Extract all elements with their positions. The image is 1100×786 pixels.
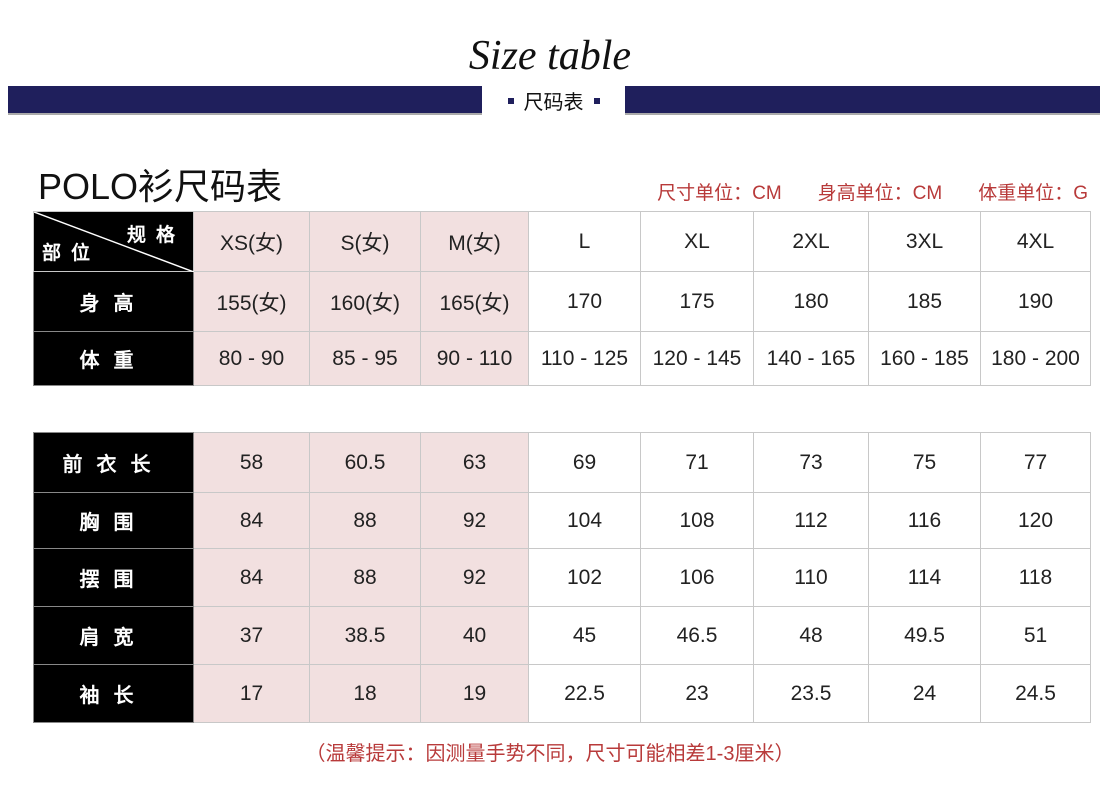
- table-cell: 110: [753, 548, 869, 607]
- size-header: 3XL: [868, 211, 981, 272]
- table-cell: 106: [640, 548, 754, 607]
- footnote: （温馨提示：因测量手势不同，尺寸可能相差1-3厘米）: [305, 743, 795, 765]
- size-table-measurements: 前衣长 58 60.5 63 69 71 73 75 77 胸围 84 88 92 104 108 112 11…: [33, 432, 1091, 723]
- row-label: 肩宽: [33, 606, 194, 665]
- corner-top-label: 规格: [126, 225, 185, 246]
- table-cell: 116: [868, 492, 981, 549]
- table-cell: 90 - 110: [420, 331, 529, 386]
- row-label: 前衣长: [33, 432, 194, 493]
- row-label: 身高: [33, 271, 194, 332]
- diagonal-line: [34, 212, 194, 272]
- table-row: 身高 155(女) 160(女) 165(女) 170 175 180 185 190: [33, 271, 1091, 332]
- size-header: S(女): [309, 211, 421, 272]
- subtitle-text: 尺码表: [523, 92, 584, 114]
- table-cell: 37: [193, 606, 310, 665]
- table-cell: 140 - 165: [753, 331, 869, 386]
- corner-cell: 规格部位: [33, 211, 194, 272]
- size-header: M(女): [420, 211, 529, 272]
- unit-size: 尺寸单位：CM: [657, 183, 782, 204]
- table-cell: 160 - 185: [868, 331, 981, 386]
- table-cell: 84: [193, 492, 310, 549]
- table-row: 体重 80 - 90 85 - 95 90 - 110 110 - 125 120 - 1…: [33, 331, 1091, 386]
- table-cell: 92: [420, 492, 529, 549]
- size-header-row: 规格 部位 XS(女) S(女) M(女) L XL 2XL 3XL 4XL: [33, 211, 1091, 272]
- header-bar-right: [625, 86, 1100, 115]
- table-cell: 118: [980, 548, 1091, 607]
- table-cell: 102: [528, 548, 641, 607]
- table-cell: 120 - 145: [640, 331, 754, 386]
- table-cell: 22.5: [528, 664, 641, 723]
- table-row: 前衣长 58 60.5 63 69 71 73 75 77: [33, 432, 1091, 493]
- table-cell: 19: [420, 664, 529, 723]
- table-cell: 23.5: [753, 664, 869, 723]
- table-cell: 92: [420, 548, 529, 607]
- unit-weight: 体重单位：G: [978, 183, 1088, 204]
- table-cell: 38.5: [309, 606, 421, 665]
- header-bar-left: [8, 86, 482, 115]
- table-cell: 45: [528, 606, 641, 665]
- table-row: 肩宽 37 38.5 40 45 46.5 48 49.5 51: [33, 606, 1091, 665]
- table-cell: 24.5: [980, 664, 1091, 723]
- size-header: 4XL: [980, 211, 1091, 272]
- table-cell: 23: [640, 664, 754, 723]
- units: 尺寸单位：CM 身高单位：CM 体重单位：G: [657, 178, 1088, 205]
- table-cell: 80 - 90: [193, 331, 310, 386]
- table-cell: 71: [640, 432, 754, 493]
- table-cell: 18: [309, 664, 421, 723]
- table-cell: 160(女): [309, 271, 421, 332]
- row-label: 体重: [33, 331, 194, 386]
- table-cell: 48: [753, 606, 869, 665]
- table-cell: 180: [753, 271, 869, 332]
- table-cell: 190: [980, 271, 1091, 332]
- row-label: 胸围: [33, 492, 194, 549]
- table-cell: 120: [980, 492, 1091, 549]
- size-header: L: [528, 211, 641, 272]
- square-bullet-icon: [507, 97, 514, 104]
- size-table-body: 规格 部位 XS(女) S(女) M(女) L XL 2XL 3XL 4XL 身高 155(女) 160…: [33, 211, 1091, 386]
- table-row: 袖长 17 18 19 22.5 23 23.5 24 24.5: [33, 664, 1091, 723]
- size-header: 2XL: [753, 211, 869, 272]
- table-cell: 49.5: [868, 606, 981, 665]
- table-cell: 165(女): [420, 271, 529, 332]
- table-cell: 175: [640, 271, 754, 332]
- table-cell: 88: [309, 548, 421, 607]
- table-cell: 85 - 95: [309, 331, 421, 386]
- table-cell: 108: [640, 492, 754, 549]
- table-cell: 88: [309, 492, 421, 549]
- size-header: XL: [640, 211, 754, 272]
- table-cell: 114: [868, 548, 981, 607]
- table-cell: 110 - 125: [528, 331, 641, 386]
- table-cell: 17: [193, 664, 310, 723]
- table-row: 摆围 84 88 92 102 106 110 114 118: [33, 548, 1091, 607]
- page-title: Size table: [468, 33, 632, 79]
- table-cell: 112: [753, 492, 869, 549]
- table-cell: 51: [980, 606, 1091, 665]
- product-title: POLO衫尺码表: [38, 166, 283, 207]
- corner-bottom-label: 部位: [42, 243, 101, 264]
- table-cell: 63: [420, 432, 529, 493]
- table-row: 胸围 84 88 92 104 108 112 116 120: [33, 492, 1091, 549]
- table-cell: 75: [868, 432, 981, 493]
- table-cell: 58: [193, 432, 310, 493]
- row-label: 摆围: [33, 548, 194, 607]
- table-cell: 104: [528, 492, 641, 549]
- size-header: XS(女): [193, 211, 310, 272]
- table-cell: 73: [753, 432, 869, 493]
- table-cell: 24: [868, 664, 981, 723]
- table-cell: 155(女): [193, 271, 310, 332]
- table-cell: 170: [528, 271, 641, 332]
- table-cell: 185: [868, 271, 981, 332]
- table-cell: 60.5: [309, 432, 421, 493]
- table-cell: 77: [980, 432, 1091, 493]
- table-cell: 84: [193, 548, 310, 607]
- table-cell: 40: [420, 606, 529, 665]
- square-bullet-icon: [593, 97, 600, 104]
- row-label: 袖长: [33, 664, 194, 723]
- table-cell: 69: [528, 432, 641, 493]
- table-cell: 180 - 200: [980, 331, 1091, 386]
- table-cell: 46.5: [640, 606, 754, 665]
- unit-height: 身高单位：CM: [817, 183, 943, 204]
- subtitle: 尺码表: [482, 86, 625, 115]
